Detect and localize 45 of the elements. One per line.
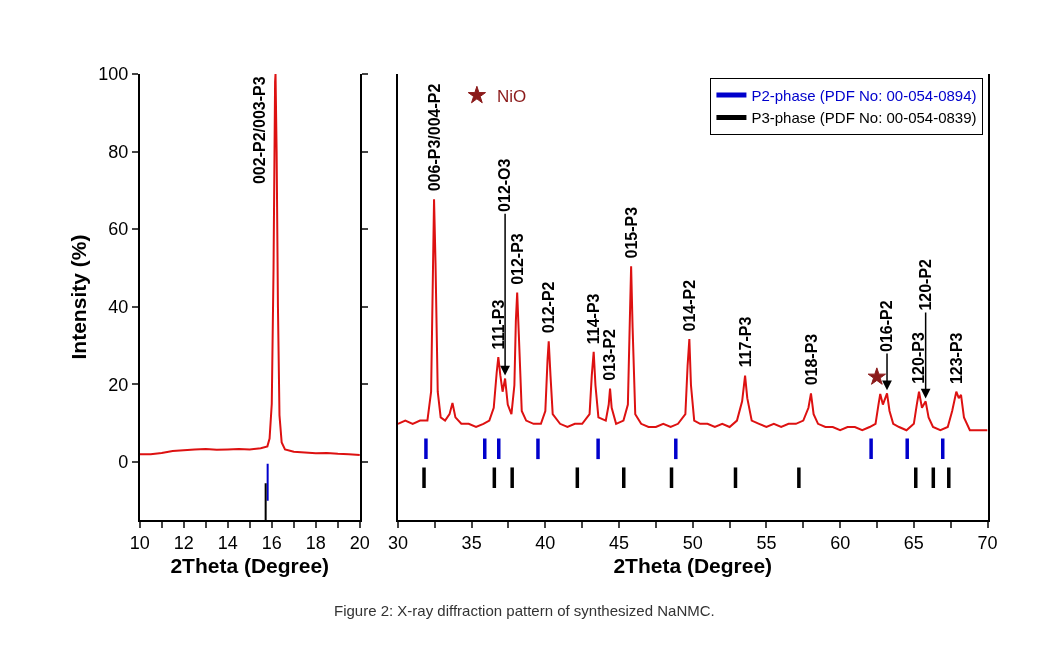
annotation: 018-P3 xyxy=(802,333,820,386)
annotation: 012-P2 xyxy=(540,281,558,334)
x-tick-label: 65 xyxy=(903,533,924,554)
caption: Figure 2: X-ray diffraction pattern of synthesized NaNMC. xyxy=(334,602,715,619)
annotation: 015-P3 xyxy=(622,206,640,259)
annotation: 111-P3 xyxy=(490,299,508,350)
x-tick-label: 16 xyxy=(261,533,282,554)
y-tick-label: 0 xyxy=(118,452,129,473)
x-tick-label: 70 xyxy=(977,533,998,554)
x-tick-label: 60 xyxy=(830,533,851,554)
annotation: 012-O3 xyxy=(496,158,514,212)
annotation: 123-P3 xyxy=(947,332,965,385)
y-tick-label: 40 xyxy=(108,297,129,318)
y-tick-label: 100 xyxy=(98,64,129,85)
x-tick-label: 10 xyxy=(129,533,150,554)
x-tick-label: 55 xyxy=(756,533,777,554)
x-tick-label: 35 xyxy=(461,533,482,554)
y-tick-label: 60 xyxy=(108,219,129,240)
x-tick-label: 14 xyxy=(217,533,238,554)
x-tick-label: 45 xyxy=(609,533,630,554)
annotation: 120-P2 xyxy=(916,258,934,311)
x-tick-label: 50 xyxy=(682,533,703,554)
annotation: 120-P3 xyxy=(910,332,928,384)
annotation: 016-P2 xyxy=(878,300,896,352)
legend-label: P3-phase (PDF No: 00-054-0839) xyxy=(751,109,977,127)
x-axis-title: 2Theta (Degree) xyxy=(613,554,773,578)
x-tick-label: 18 xyxy=(305,533,326,554)
x-tick-label: 40 xyxy=(535,533,556,554)
annotation: 002-P2/003-P3 xyxy=(251,76,269,185)
y-axis-title: Intensity (%) xyxy=(66,234,90,360)
y-tick-label: 80 xyxy=(108,141,129,162)
annotation: 013-P2 xyxy=(601,328,619,381)
annotation: 117-P3 xyxy=(736,316,754,368)
x-tick-label: 20 xyxy=(349,533,370,554)
line-series xyxy=(139,74,360,456)
annotation: 114-P3 xyxy=(585,293,603,345)
x-tick-label: 30 xyxy=(387,533,408,554)
annotation: 014-P2 xyxy=(681,279,699,332)
legend-label: P2-phase (PDF No: 00-054-0894) xyxy=(751,86,977,104)
legend-label: NiO xyxy=(496,87,527,107)
annotation: 006-P3/004-P2 xyxy=(425,83,443,192)
annotation: 012-P3 xyxy=(508,233,526,285)
x-axis-title: 2Theta (Degree) xyxy=(170,554,330,578)
y-tick-label: 20 xyxy=(108,374,129,395)
x-tick-label: 12 xyxy=(173,533,194,554)
